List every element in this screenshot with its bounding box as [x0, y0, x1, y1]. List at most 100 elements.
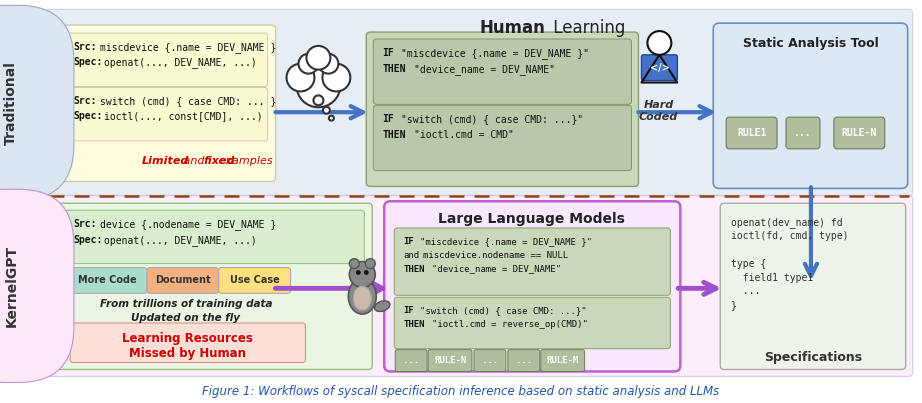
- FancyBboxPatch shape: [395, 228, 670, 295]
- Text: RULE-N: RULE-N: [434, 356, 467, 365]
- Text: ...: ...: [403, 356, 420, 365]
- Text: "ioctl.cmd = reverse_op(CMD)": "ioctl.cmd = reverse_op(CMD)": [432, 320, 588, 329]
- Text: Src:: Src:: [73, 42, 97, 52]
- Text: More Code: More Code: [78, 275, 136, 285]
- Text: Traditional: Traditional: [5, 61, 18, 145]
- Text: THEN: THEN: [403, 265, 425, 274]
- Circle shape: [323, 64, 350, 91]
- Text: IF: IF: [383, 48, 394, 58]
- FancyBboxPatch shape: [727, 117, 777, 149]
- Ellipse shape: [349, 278, 376, 314]
- FancyBboxPatch shape: [55, 203, 372, 370]
- Text: IF: IF: [403, 306, 414, 315]
- FancyBboxPatch shape: [428, 350, 472, 372]
- Text: ...: ...: [794, 128, 811, 138]
- Text: field1 type1: field1 type1: [731, 272, 813, 283]
- Text: From trillions of training data: From trillions of training data: [100, 299, 272, 309]
- FancyBboxPatch shape: [373, 105, 632, 170]
- Text: "switch (cmd) { case CMD: ...}": "switch (cmd) { case CMD: ...}": [401, 114, 584, 124]
- Text: RULE1: RULE1: [737, 128, 766, 138]
- Text: Limited: Limited: [142, 156, 190, 166]
- Text: openat(..., DEV_NAME, ...): openat(..., DEV_NAME, ...): [104, 235, 257, 246]
- Text: Updated on the fly: Updated on the fly: [131, 313, 241, 323]
- Text: Learning Resources: Learning Resources: [123, 332, 254, 345]
- FancyBboxPatch shape: [508, 350, 539, 372]
- FancyBboxPatch shape: [373, 39, 632, 104]
- Text: Src:: Src:: [73, 219, 97, 229]
- Circle shape: [356, 270, 361, 274]
- Circle shape: [349, 262, 375, 287]
- Circle shape: [647, 31, 671, 55]
- FancyBboxPatch shape: [642, 55, 678, 81]
- Text: ...: ...: [515, 356, 532, 365]
- Text: type {: type {: [731, 259, 766, 269]
- Text: "device_name = DEV_NAME": "device_name = DEV_NAME": [414, 64, 555, 75]
- FancyBboxPatch shape: [541, 350, 585, 372]
- Text: "miscdevice {.name = DEV_NAME }": "miscdevice {.name = DEV_NAME }": [420, 237, 592, 246]
- FancyBboxPatch shape: [396, 350, 427, 372]
- FancyBboxPatch shape: [68, 268, 147, 293]
- FancyBboxPatch shape: [366, 32, 638, 187]
- Text: RULE-M: RULE-M: [547, 356, 579, 365]
- Text: Spec:: Spec:: [73, 111, 102, 121]
- FancyBboxPatch shape: [384, 201, 680, 372]
- FancyBboxPatch shape: [64, 33, 267, 87]
- Text: Src:: Src:: [73, 96, 97, 106]
- Text: Hard: Hard: [644, 100, 674, 110]
- FancyBboxPatch shape: [395, 297, 670, 349]
- Text: "miscdevice {.name = DEV_NAME }": "miscdevice {.name = DEV_NAME }": [401, 48, 589, 59]
- FancyBboxPatch shape: [64, 210, 364, 264]
- Text: Large Language Models: Large Language Models: [438, 212, 625, 226]
- FancyBboxPatch shape: [714, 23, 907, 189]
- Circle shape: [297, 64, 340, 107]
- Text: Coded: Coded: [639, 112, 678, 122]
- Ellipse shape: [374, 301, 390, 312]
- Text: ...: ...: [482, 356, 498, 365]
- Text: Figure 1: Workflows of syscall specification inference based on static analysis : Figure 1: Workflows of syscall specifica…: [202, 385, 720, 398]
- Text: "switch (cmd) { case CMD: ...}": "switch (cmd) { case CMD: ...}": [420, 306, 586, 315]
- Text: Spec:: Spec:: [73, 235, 102, 245]
- FancyBboxPatch shape: [786, 117, 820, 149]
- FancyBboxPatch shape: [720, 203, 905, 370]
- Text: openat(..., DEV_NAME, ...): openat(..., DEV_NAME, ...): [104, 57, 257, 68]
- Circle shape: [306, 46, 330, 70]
- Text: RULE-N: RULE-N: [842, 128, 877, 138]
- Text: "device_name = DEV_NAME": "device_name = DEV_NAME": [432, 265, 561, 274]
- Text: miscdevice.nodename == NULL: miscdevice.nodename == NULL: [423, 251, 568, 260]
- Circle shape: [329, 116, 334, 120]
- Text: fixed: fixed: [203, 156, 234, 166]
- Text: examples: examples: [215, 156, 273, 166]
- Text: miscdevice {.name = DEV_NAME }: miscdevice {.name = DEV_NAME }: [100, 42, 277, 53]
- Text: IF: IF: [403, 237, 414, 246]
- Text: }: }: [731, 300, 737, 310]
- Text: Document: Document: [155, 275, 210, 285]
- FancyBboxPatch shape: [833, 117, 885, 149]
- Text: ioctl(..., const[CMD], ...): ioctl(..., const[CMD], ...): [104, 111, 263, 121]
- Text: THEN: THEN: [383, 130, 406, 140]
- Text: Missed by Human: Missed by Human: [129, 347, 246, 360]
- Text: IF: IF: [383, 114, 394, 124]
- Circle shape: [287, 64, 314, 91]
- FancyBboxPatch shape: [55, 25, 276, 181]
- Text: KernelGPT: KernelGPT: [5, 245, 18, 327]
- Text: openat(dev_name) fd: openat(dev_name) fd: [731, 217, 843, 228]
- Text: </>: </>: [649, 63, 669, 73]
- Text: and: and: [403, 251, 420, 260]
- FancyBboxPatch shape: [219, 268, 290, 293]
- Text: Learning: Learning: [548, 19, 625, 37]
- FancyBboxPatch shape: [45, 9, 913, 196]
- Text: ...: ...: [731, 287, 761, 296]
- FancyBboxPatch shape: [70, 323, 305, 363]
- Text: THEN: THEN: [383, 64, 406, 74]
- Text: ioctl(fd, cmd, type): ioctl(fd, cmd, type): [731, 231, 848, 241]
- Text: "ioctl.cmd = CMD": "ioctl.cmd = CMD": [414, 130, 514, 140]
- Circle shape: [313, 96, 324, 105]
- Text: and: and: [180, 156, 207, 166]
- FancyBboxPatch shape: [64, 87, 267, 141]
- Circle shape: [323, 107, 330, 114]
- Text: THEN: THEN: [403, 320, 425, 329]
- Text: Human: Human: [480, 19, 546, 37]
- Circle shape: [318, 54, 338, 74]
- Text: device {.nodename = DEV_NAME }: device {.nodename = DEV_NAME }: [100, 219, 277, 230]
- FancyBboxPatch shape: [45, 195, 913, 376]
